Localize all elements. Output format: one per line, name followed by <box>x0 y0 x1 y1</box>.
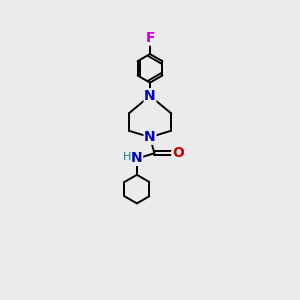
Text: N: N <box>144 130 156 144</box>
Text: N: N <box>131 152 143 166</box>
Text: O: O <box>172 146 184 160</box>
Text: N: N <box>144 89 156 103</box>
Text: F: F <box>145 31 155 45</box>
Text: H: H <box>123 152 132 162</box>
